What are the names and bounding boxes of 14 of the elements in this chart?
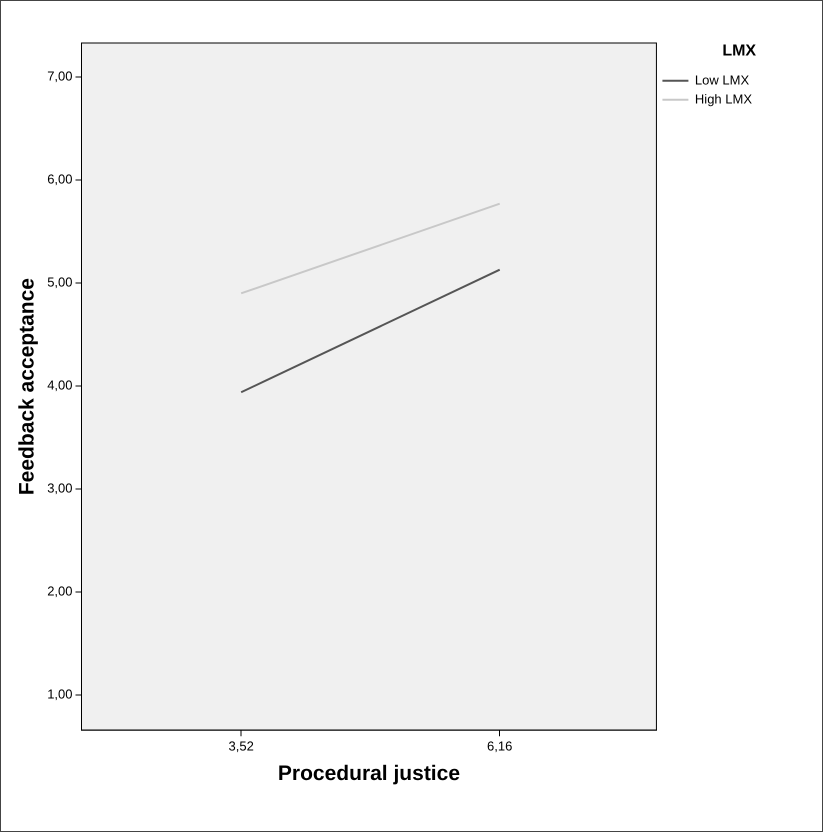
x-tick-label: 6,16 (487, 738, 512, 754)
y-tick-label: 1,00 (47, 686, 72, 702)
legend-label: High LMX (694, 91, 752, 106)
x-tick-label: 3,52 (228, 738, 254, 754)
legend-label: Low LMX (694, 72, 750, 88)
y-tick-label: 3,00 (47, 480, 72, 496)
y-axis-title: Feedback acceptance (15, 278, 38, 496)
y-tick-label: 7,00 (47, 68, 72, 84)
legend-title: LMX (722, 42, 756, 60)
x-axis-title: Procedural justice (278, 762, 460, 786)
y-tick-label: 5,00 (47, 274, 72, 290)
y-tick-label: 4,00 (47, 378, 72, 393)
y-tick-label: 2,00 (47, 584, 72, 599)
y-tick-label: 6,00 (47, 172, 72, 187)
